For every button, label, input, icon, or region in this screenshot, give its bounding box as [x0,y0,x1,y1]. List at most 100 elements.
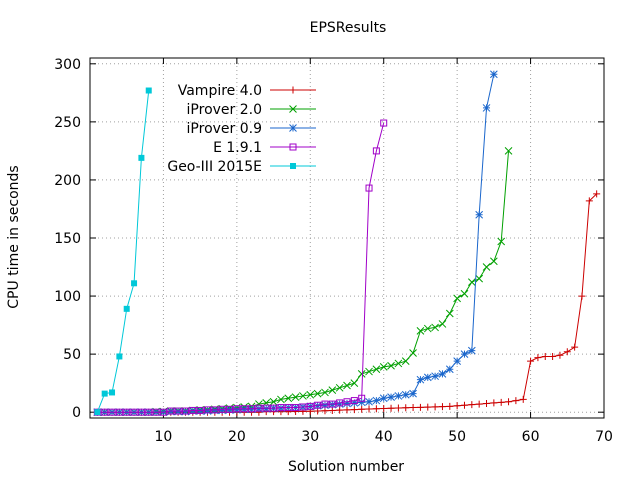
data-point [490,70,498,79]
legend-label: iProver 0.9 [187,121,262,137]
data-point [460,350,469,358]
data-point [563,348,571,356]
data-point [541,352,549,360]
data-point [372,405,380,413]
data-point [578,292,586,300]
data-point [270,404,278,412]
legend-marker [290,163,296,169]
data-point [372,365,381,374]
data-point [203,407,212,415]
data-point [343,381,351,390]
data-point [482,263,491,271]
data-point [255,404,263,413]
legend: Vampire 4.0 iProver 2.0 iProver 0.9 E 1.9.1… [167,83,316,175]
data-point [490,257,498,266]
series-line [97,150,510,413]
data-point [394,359,403,368]
data-point [328,400,336,408]
data-point [387,393,395,401]
data-point [174,407,182,415]
series-iprover-0-9 [93,70,498,417]
data-point [159,408,167,416]
legend-marker [289,105,297,113]
data-point [255,404,263,412]
y-axis-label: CPU time in seconds [6,165,22,308]
data-point [387,361,395,370]
data-point [365,184,373,192]
data-point [423,373,432,382]
data-point [424,403,432,411]
y-tick-label: 300 [54,57,81,73]
data-point [181,407,190,416]
data-point [505,398,513,406]
data-point [438,370,447,378]
data-point [453,402,461,410]
data-point [475,400,483,408]
grid [90,58,605,418]
data-point [335,400,344,408]
data-point [571,343,579,351]
data-point [585,197,593,205]
data-point [416,403,424,411]
series-line [97,193,598,413]
data-point [467,346,476,355]
data-point [402,404,410,412]
data-point [350,379,359,388]
data-point [593,190,601,198]
data-point [196,407,204,415]
data-point [431,323,439,332]
data-point [336,406,344,414]
data-point [497,237,506,246]
x-tick-label: 30 [301,429,319,445]
data-point [409,404,417,412]
data-point [482,104,491,112]
data-point [328,386,337,394]
data-point [519,395,527,403]
data-point [453,357,461,365]
data-point [138,154,145,161]
data-point [350,399,359,407]
data-point [380,404,388,412]
data-point [247,405,256,414]
data-point [306,402,314,410]
data-point [269,397,278,406]
data-point [549,352,557,360]
data-point [94,409,101,416]
data-point [512,397,520,405]
data-point [350,406,358,414]
data-point [358,394,366,402]
data-point [233,405,241,413]
data-point [497,398,505,406]
data-point [196,406,204,414]
series-line [96,90,150,413]
data-point [475,210,484,219]
data-point [108,408,116,416]
data-point [372,147,380,155]
y-tick-label: 100 [54,289,81,305]
data-point [321,401,329,410]
data-point [313,401,322,410]
data-point [335,383,344,392]
data-point [409,389,417,398]
data-point [365,405,373,413]
x-tick-label: 60 [522,429,540,445]
data-point [372,396,381,405]
data-point [137,408,145,416]
data-point [490,399,498,407]
legend-marker [289,86,297,94]
axis-ticks: 10 20 30 40 50 60 70 0 50 100 150 200 250 300 [54,57,613,445]
data-point [357,398,366,407]
x-tick-label: 40 [375,429,393,445]
data-point [115,408,123,416]
data-point [343,398,351,406]
data-point [416,327,425,335]
data-point [226,405,234,413]
data-point [445,365,454,374]
data-point [394,392,403,400]
data-point [380,119,388,127]
data-point [166,407,175,416]
series-geo-iii-2015e [94,87,152,416]
series-iprover-2-0 [93,147,513,417]
data-point [401,390,410,399]
data-point [431,403,439,411]
